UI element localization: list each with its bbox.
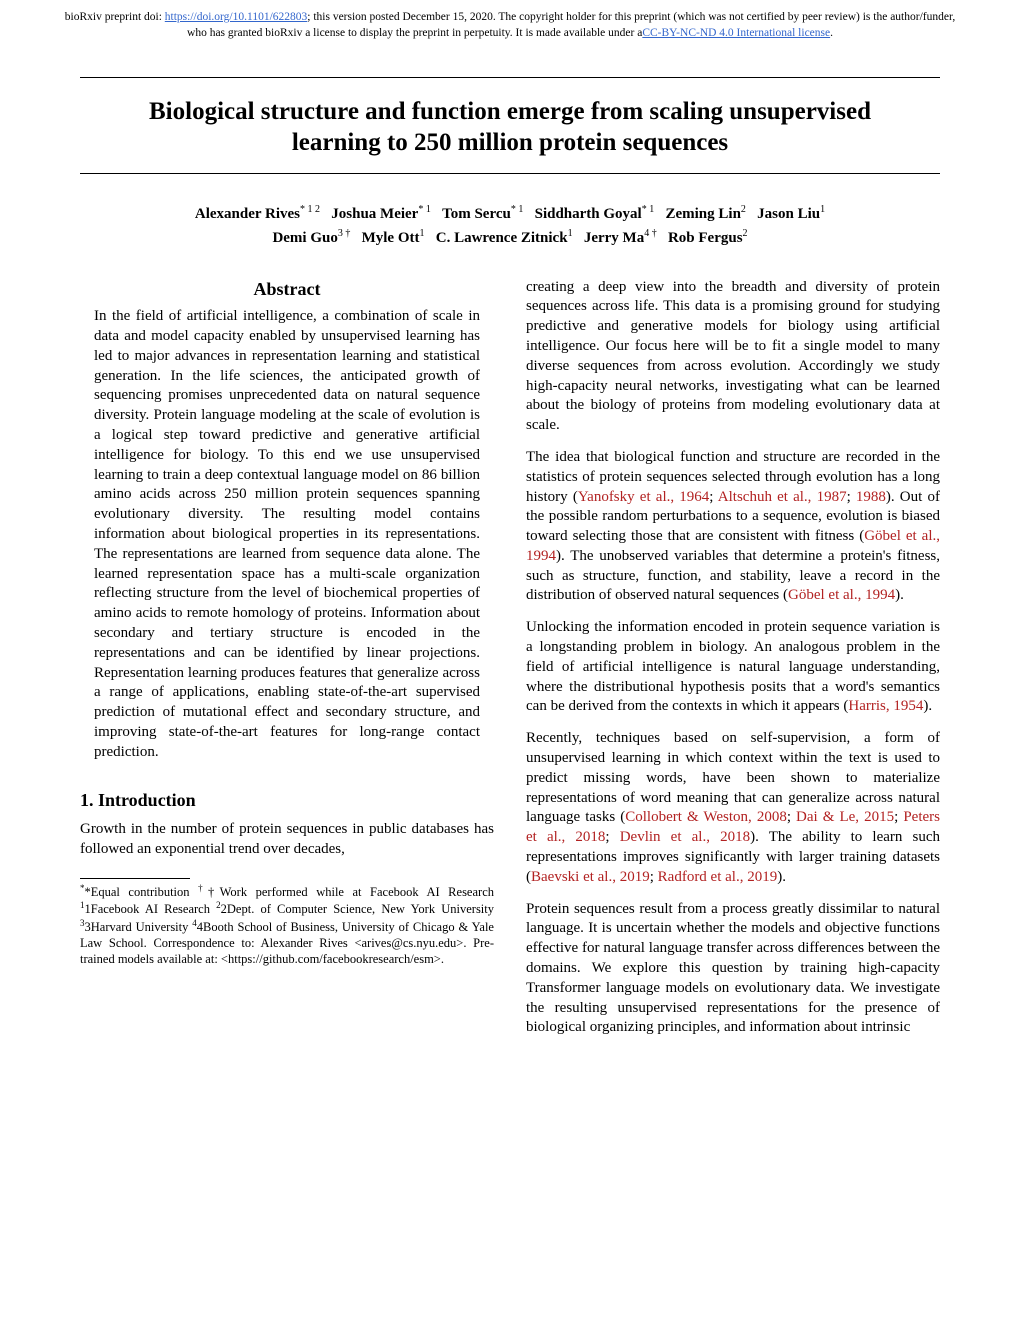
footnote-aff3: 3Harvard University [85,920,193,934]
author-name: Rob Fergus [668,230,743,246]
citation[interactable]: Göbel et al., 1994 [788,587,895,603]
citation[interactable]: Radford et al., 2019 [658,869,778,885]
citation[interactable]: Harris, 1954 [848,698,923,714]
license-link[interactable]: CC-BY-NC-ND 4.0 International license [642,27,830,39]
author-affil: 3 † [338,228,351,239]
right-p5: Protein sequences result from a process … [526,900,940,1039]
bottom-rule [80,173,940,174]
author-name: Myle Ott [362,230,420,246]
right-p3: Unlocking the information encoded in pro… [526,618,940,717]
authors-line-1: Alexander Rives* 1 2 Joshua Meier* 1 Tom… [80,202,940,226]
author-name: Zeming Lin [665,206,740,222]
citation[interactable]: 1988 [856,489,886,505]
page-content: Biological structure and function emerge… [0,41,1020,1110]
section-1-heading: 1. Introduction [80,789,494,813]
left-column: Abstract In the field of artificial inte… [80,278,494,1051]
intro-paragraph-1: Growth in the number of protein sequence… [80,820,494,860]
author-affil: * 1 [418,204,431,215]
author-name: Alexander Rives [195,206,300,222]
right-p4: Recently, techniques based on self-super… [526,729,940,887]
author-affil: 2 [741,204,746,215]
citation[interactable]: Dai & Le, 2015 [796,809,894,825]
author-affil: * 1 [642,204,655,215]
author-affil: * 1 [511,204,524,215]
citation[interactable]: Baevski et al., 2019 [531,869,650,885]
banner-suffix: . [830,27,833,39]
right-column: creating a deep view into the breadth an… [526,278,940,1051]
doi-link[interactable]: https://doi.org/10.1101/622803 [165,11,307,23]
banner-prefix: bioRxiv preprint doi: [65,11,165,23]
citation[interactable]: Devlin et al., 2018 [620,829,750,845]
preprint-banner: bioRxiv preprint doi: https://doi.org/10… [0,0,1020,41]
footnote-equal: *Equal contribution [85,885,199,899]
paper-title: Biological structure and function emerge… [120,96,900,159]
top-rule [80,77,940,78]
author-affil: * 1 2 [300,204,320,215]
footnote-rule [80,878,190,879]
author-name: Jason Liu [757,206,820,222]
author-affil: 2 [743,228,748,239]
right-p2: The idea that biological function and st… [526,448,940,606]
citation[interactable]: Altschuh et al., 1987 [718,489,847,505]
author-affil: 4 † [644,228,657,239]
author-name: Jerry Ma [584,230,644,246]
author-affil: 1 [420,228,425,239]
author-name: C. Lawrence Zitnick [436,230,568,246]
citation[interactable]: Yanofsky et al., 1964 [578,489,709,505]
author-name: Tom Sercu [442,206,511,222]
citation[interactable]: Collobert & Weston, 2008 [625,809,787,825]
right-p1: creating a deep view into the breadth an… [526,278,940,436]
footnote-aff2: 2Dept. of Computer Science, New York Uni… [221,903,494,917]
author-name: Demi Guo [272,230,337,246]
author-block: Alexander Rives* 1 2 Joshua Meier* 1 Tom… [80,202,940,250]
author-affil: 1 [568,228,573,239]
two-column-body: Abstract In the field of artificial inte… [80,278,940,1051]
author-name: Joshua Meier [331,206,418,222]
authors-line-2: Demi Guo3 † Myle Ott1 C. Lawrence Zitnic… [80,226,940,250]
author-affil: 1 [820,204,825,215]
footnote-aff1: 1Facebook AI Research [85,903,217,917]
abstract-heading: Abstract [80,278,494,302]
author-name: Siddharth Goyal [535,206,642,222]
abstract-text: In the field of artificial intelligence,… [94,307,480,762]
footnote-block: **Equal contribution ††Work performed wh… [80,883,494,968]
footnote-work: †Work performed while at Facebook AI Res… [208,885,494,899]
